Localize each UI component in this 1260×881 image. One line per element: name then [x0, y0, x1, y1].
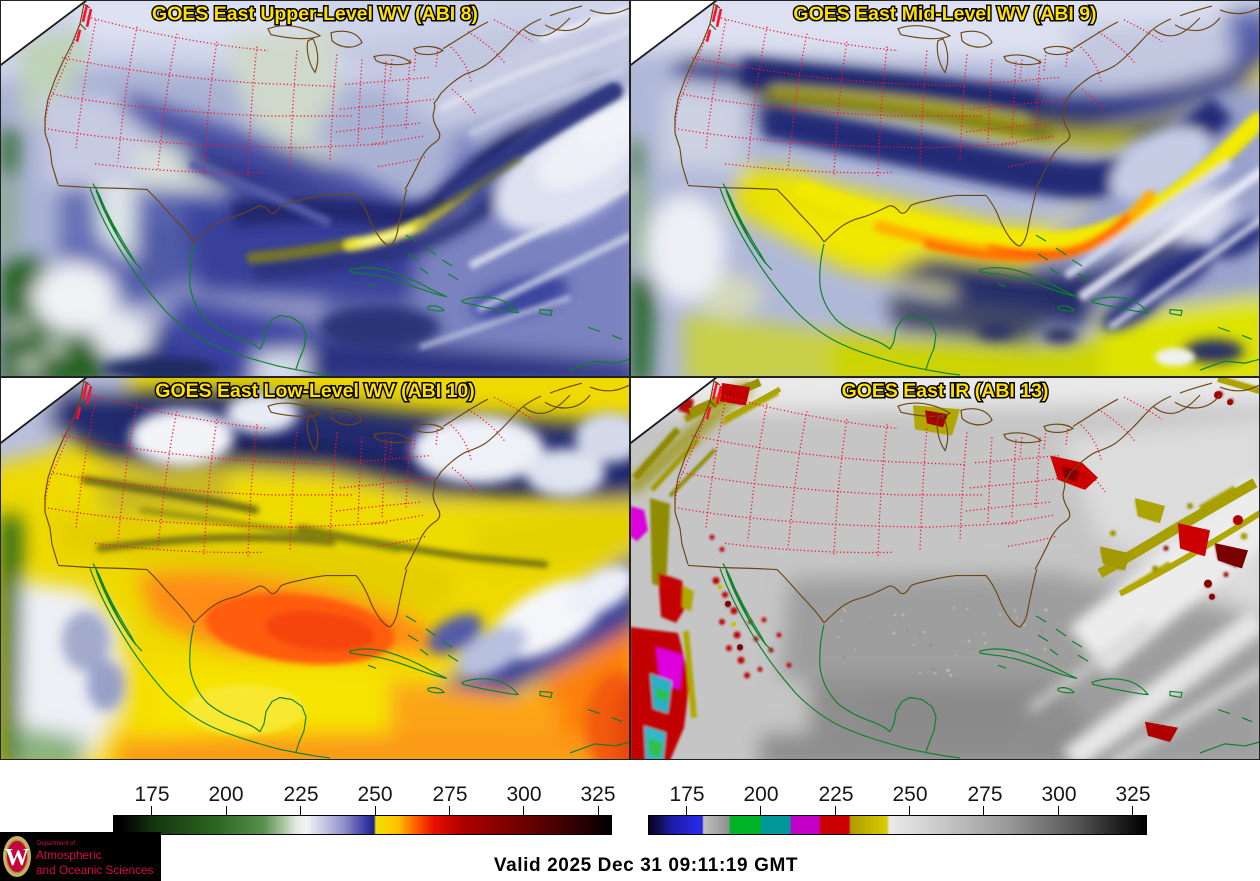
svg-text:GOES East IR (ABI 13): GOES East IR (ABI 13): [842, 380, 1049, 402]
svg-text:Department of: Department of: [37, 841, 75, 847]
svg-text:Atmospheric: Atmospheric: [36, 848, 102, 862]
svg-text:W: W: [5, 845, 29, 871]
svg-text:GOES East Mid-Level WV (ABI 9): GOES East Mid-Level WV (ABI 9): [793, 3, 1096, 25]
svg-text:and Oceanic Sciences: and Oceanic Sciences: [36, 863, 153, 877]
svg-text:GOES East Low-Level WV (ABI 10: GOES East Low-Level WV (ABI 10): [155, 380, 474, 402]
svg-text:GOES East Upper-Level WV (ABI: GOES East Upper-Level WV (ABI 8): [152, 3, 478, 25]
